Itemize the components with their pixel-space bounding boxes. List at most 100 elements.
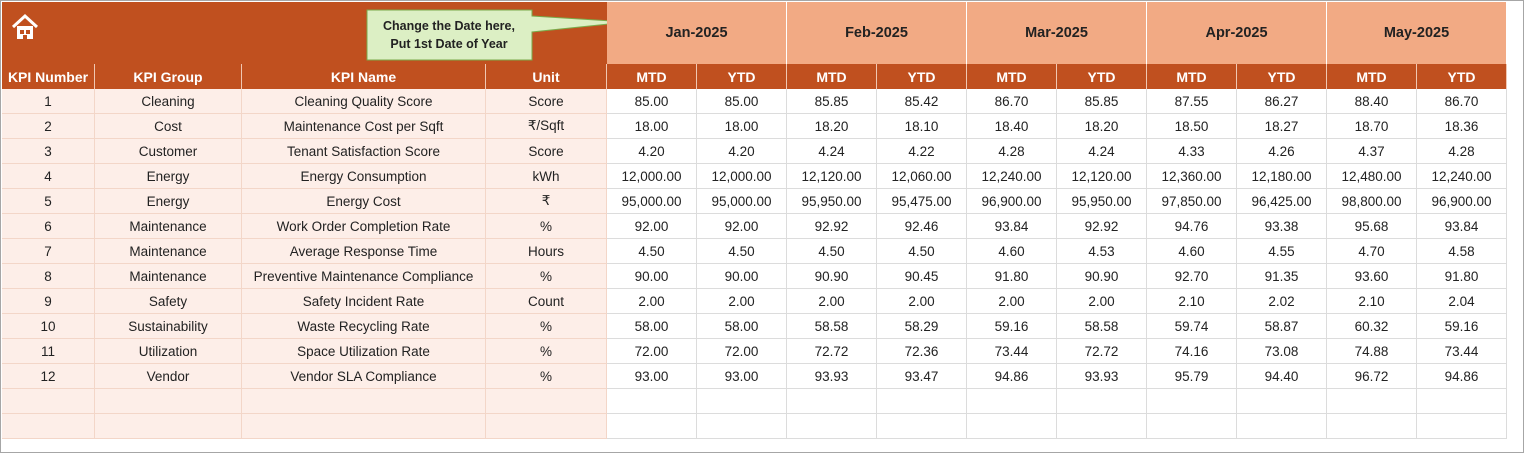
table-cell: 4.50 bbox=[697, 239, 787, 264]
table-cell: 93.47 bbox=[877, 364, 967, 389]
empty-cell bbox=[2, 389, 95, 414]
table-cell: 85.00 bbox=[607, 89, 697, 114]
table-cell: 90.45 bbox=[877, 264, 967, 289]
table-cell: 12,240.00 bbox=[1417, 164, 1507, 189]
table-cell: 93.60 bbox=[1327, 264, 1417, 289]
table-cell: 93.93 bbox=[787, 364, 877, 389]
table-cell: 94.86 bbox=[967, 364, 1057, 389]
table-cell: 2.00 bbox=[877, 289, 967, 314]
table-cell: 73.08 bbox=[1237, 339, 1327, 364]
table-cell: 95.79 bbox=[1147, 364, 1237, 389]
table-cell: 91.80 bbox=[1417, 264, 1507, 289]
empty-cell bbox=[1057, 414, 1147, 439]
table-cell: Cost bbox=[95, 114, 242, 139]
home-icon[interactable] bbox=[11, 13, 39, 39]
table-cell: 4.37 bbox=[1327, 139, 1417, 164]
table-cell: 18.70 bbox=[1327, 114, 1417, 139]
table-cell: 18.20 bbox=[1057, 114, 1147, 139]
table-cell: 87.55 bbox=[1147, 89, 1237, 114]
table-cell: Energy bbox=[95, 164, 242, 189]
month-header: May-2025 bbox=[1327, 2, 1507, 64]
table-cell: 94.86 bbox=[1417, 364, 1507, 389]
table-cell: Preventive Maintenance Compliance bbox=[242, 264, 486, 289]
table-cell: 2.10 bbox=[1327, 289, 1417, 314]
table-cell: 12,240.00 bbox=[967, 164, 1057, 189]
table-cell: Safety bbox=[95, 289, 242, 314]
table-cell: 4.50 bbox=[607, 239, 697, 264]
table-cell: 4.28 bbox=[1417, 139, 1507, 164]
column-header: YTD bbox=[877, 64, 967, 89]
table-cell: 96,900.00 bbox=[1417, 189, 1507, 214]
table-cell: 88.40 bbox=[1327, 89, 1417, 114]
callout-text: Change the Date here, Put 1st Date of Ye… bbox=[367, 10, 531, 60]
column-header: MTD bbox=[1327, 64, 1417, 89]
empty-cell bbox=[1237, 389, 1327, 414]
table-cell: 86.70 bbox=[967, 89, 1057, 114]
table-cell: % bbox=[486, 314, 607, 339]
table-cell: 4.20 bbox=[697, 139, 787, 164]
empty-cell bbox=[242, 414, 486, 439]
table-cell: Vendor SLA Compliance bbox=[242, 364, 486, 389]
column-header: MTD bbox=[967, 64, 1057, 89]
empty-cell bbox=[486, 389, 607, 414]
table-cell: 12,360.00 bbox=[1147, 164, 1237, 189]
blank bbox=[1507, 2, 1523, 64]
table-cell: 4.50 bbox=[787, 239, 877, 264]
table-cell: 18.20 bbox=[787, 114, 877, 139]
table-cell: 4.55 bbox=[1237, 239, 1327, 264]
table-cell: 10 bbox=[2, 314, 95, 339]
table-cell: 93.93 bbox=[1057, 364, 1147, 389]
table-cell: Maintenance bbox=[95, 214, 242, 239]
table-cell: % bbox=[486, 339, 607, 364]
table-cell: 2.00 bbox=[1057, 289, 1147, 314]
table-cell: 58.00 bbox=[607, 314, 697, 339]
empty-cell bbox=[95, 414, 242, 439]
table-cell: 4.24 bbox=[1057, 139, 1147, 164]
table-cell: Customer bbox=[95, 139, 242, 164]
table-cell: 18.36 bbox=[1417, 114, 1507, 139]
table-cell: % bbox=[486, 214, 607, 239]
table-cell: Sustainability bbox=[95, 314, 242, 339]
table-cell: Score bbox=[486, 139, 607, 164]
table-cell: Maintenance bbox=[95, 239, 242, 264]
table-cell: 85.00 bbox=[697, 89, 787, 114]
table-cell: Maintenance Cost per Sqft bbox=[242, 114, 486, 139]
table-cell: kWh bbox=[486, 164, 607, 189]
table-cell: 4.28 bbox=[967, 139, 1057, 164]
table-cell: 90.90 bbox=[1057, 264, 1147, 289]
table-cell: 2.00 bbox=[967, 289, 1057, 314]
empty-cell bbox=[697, 414, 787, 439]
table-cell: 2.00 bbox=[607, 289, 697, 314]
table-cell: 9 bbox=[2, 289, 95, 314]
table-cell: 93.00 bbox=[607, 364, 697, 389]
column-header: YTD bbox=[1057, 64, 1147, 89]
table-cell: 92.70 bbox=[1147, 264, 1237, 289]
table-cell: 3 bbox=[2, 139, 95, 164]
column-header: YTD bbox=[1417, 64, 1507, 89]
table-cell: 4.33 bbox=[1147, 139, 1237, 164]
table-cell: % bbox=[486, 264, 607, 289]
table-cell: 73.44 bbox=[967, 339, 1057, 364]
table-cell: 18.27 bbox=[1237, 114, 1327, 139]
table-cell: 85.85 bbox=[787, 89, 877, 114]
table-cell: Cleaning bbox=[95, 89, 242, 114]
table-cell: % bbox=[486, 364, 607, 389]
table-cell: 74.88 bbox=[1327, 339, 1417, 364]
table-cell: 60.32 bbox=[1327, 314, 1417, 339]
table-cell: 4.60 bbox=[967, 239, 1057, 264]
table-cell: 58.87 bbox=[1237, 314, 1327, 339]
table-cell: 92.00 bbox=[607, 214, 697, 239]
table-cell: 18.00 bbox=[607, 114, 697, 139]
table-cell: 18.40 bbox=[967, 114, 1057, 139]
table-cell: 2 bbox=[2, 114, 95, 139]
table-cell: 4.22 bbox=[877, 139, 967, 164]
table-cell: Safety Incident Rate bbox=[242, 289, 486, 314]
table-cell: 72.72 bbox=[787, 339, 877, 364]
table-cell: 4.50 bbox=[877, 239, 967, 264]
empty-cell bbox=[607, 414, 697, 439]
empty-cell bbox=[1147, 389, 1237, 414]
table-cell: 92.46 bbox=[877, 214, 967, 239]
table-cell: 91.35 bbox=[1237, 264, 1327, 289]
month-header: Mar-2025 bbox=[967, 2, 1147, 64]
